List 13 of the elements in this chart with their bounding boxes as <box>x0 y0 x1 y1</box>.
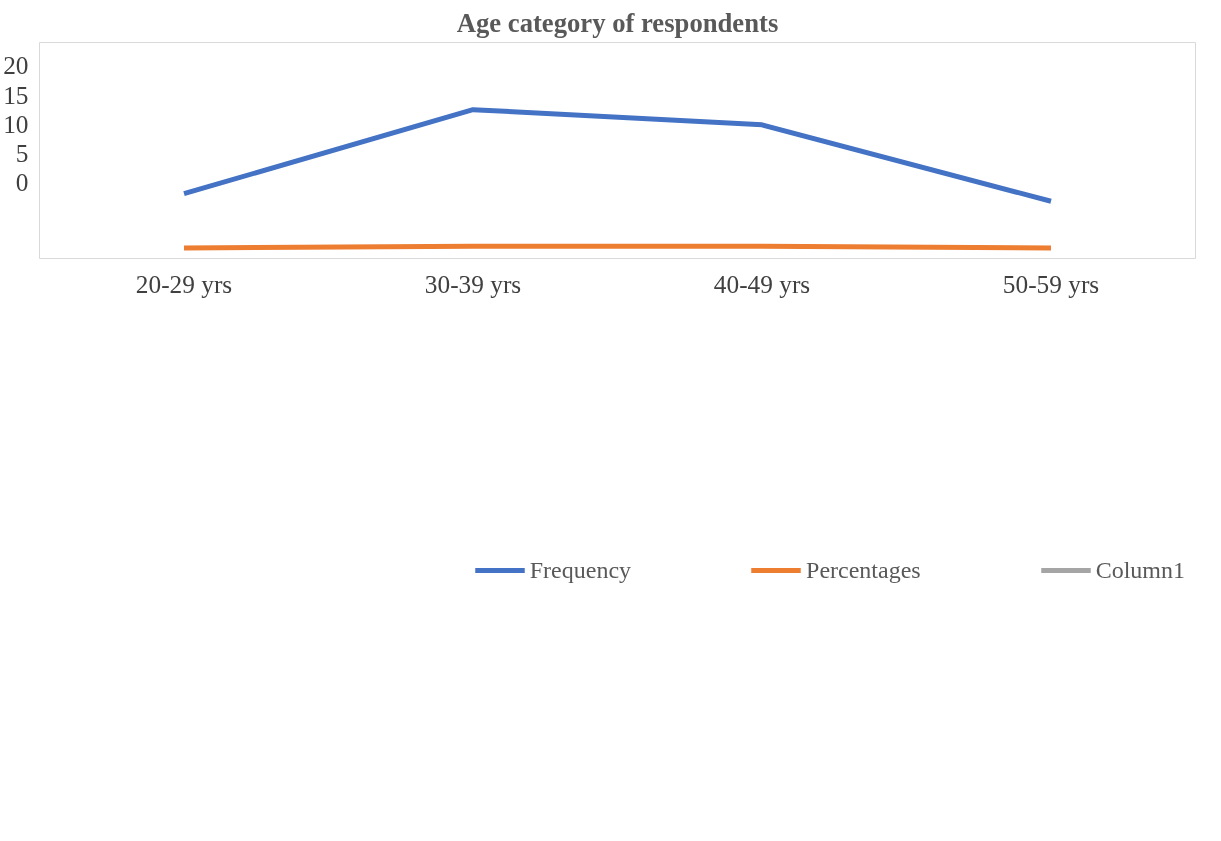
x-tick-label: 30-39 yrs <box>424 269 522 298</box>
x-tick-label: 20-29 yrs <box>135 269 233 298</box>
legend-label: Frequency <box>529 556 632 584</box>
y-tick-label: 15 <box>3 80 29 109</box>
y-tick-label: 10 <box>3 109 29 138</box>
legend-label: Column1 <box>1095 556 1185 584</box>
x-tick-label: 50-59 yrs <box>1002 269 1100 298</box>
y-tick-label: 0 <box>15 168 29 197</box>
y-tick-label: 5 <box>15 138 29 167</box>
legend-label: Percentages <box>806 556 921 584</box>
chart-title: Age category of respondents <box>456 7 779 38</box>
x-tick-label: 40-49 yrs <box>713 269 811 298</box>
y-tick-label: 20 <box>3 51 29 80</box>
